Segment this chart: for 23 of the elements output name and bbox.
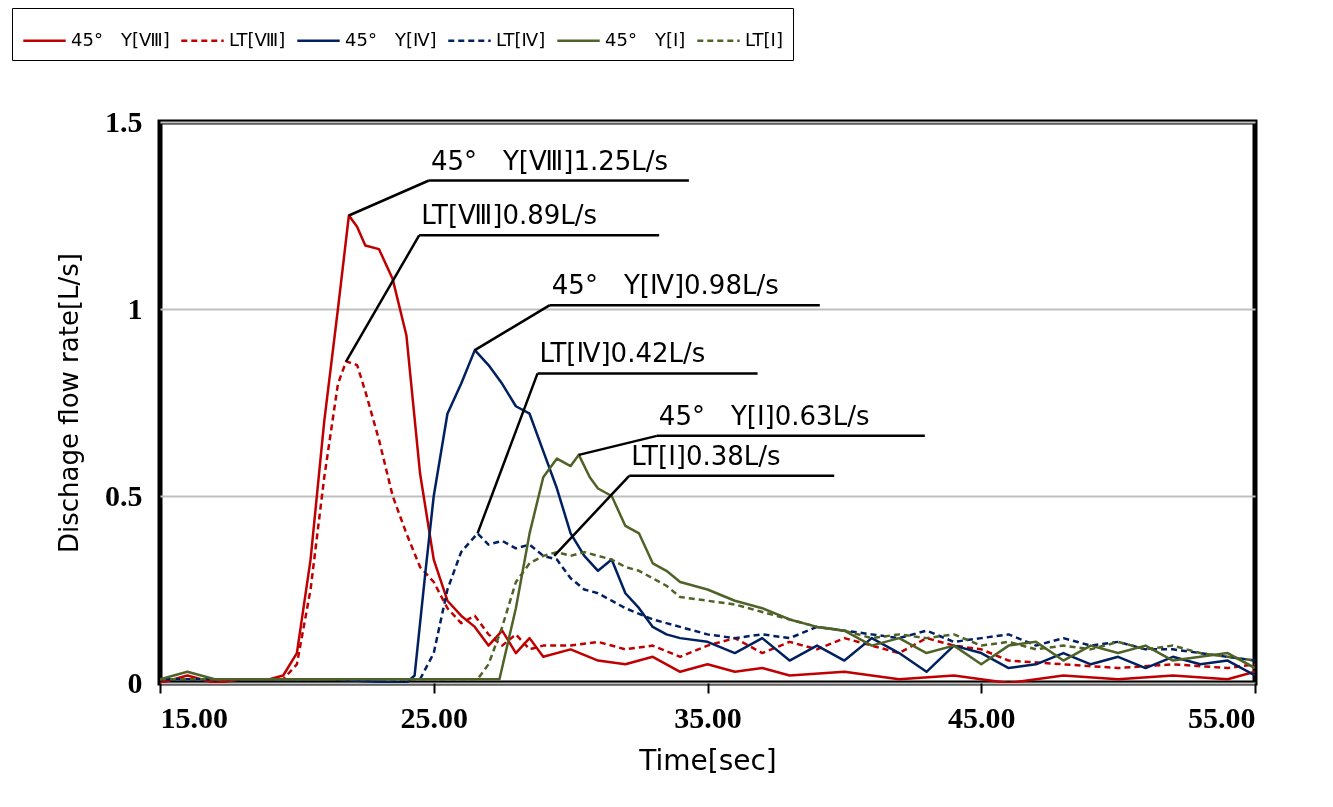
legend-label: 45° Y[Ⅰ] <box>605 28 686 50</box>
annotation: LT[Ⅰ]0.38L/s <box>631 440 781 471</box>
x-tick-label: 55.00 <box>1188 700 1256 734</box>
legend-label: 45° Y[Ⅷ] <box>71 28 170 50</box>
y-axis-title: Dischage flow rate[L/s] <box>54 253 84 553</box>
x-axis-title: Time[sec] <box>638 743 777 777</box>
annotation: 45° Y[Ⅰ]0.63L/s <box>658 400 870 431</box>
annotation: LT[Ⅳ]0.42L/s <box>539 338 706 369</box>
y-tick-label: 0.5 <box>105 478 143 512</box>
legend-label: LT[Ⅳ] <box>496 28 546 50</box>
y-tick-label: 0 <box>127 665 143 699</box>
annotation: 45° Y[Ⅷ]1.25L/s <box>430 145 669 176</box>
annotation: 45° Y[Ⅳ]0.98L/s <box>551 270 779 301</box>
x-tick-label: 45.00 <box>948 700 1016 734</box>
annotation: LT[Ⅷ]0.89L/s <box>421 200 598 231</box>
legend-label: LT[Ⅰ] <box>745 28 783 50</box>
x-tick-label: 15.00 <box>160 700 228 734</box>
legend-label: 45° Y[Ⅳ] <box>345 28 437 50</box>
x-tick-label: 25.00 <box>400 700 468 734</box>
x-tick-label: 35.00 <box>674 700 742 734</box>
y-tick-label: 1.5 <box>105 104 143 138</box>
legend-label: LT[Ⅷ] <box>229 28 286 50</box>
y-tick-label: 1 <box>127 291 143 325</box>
